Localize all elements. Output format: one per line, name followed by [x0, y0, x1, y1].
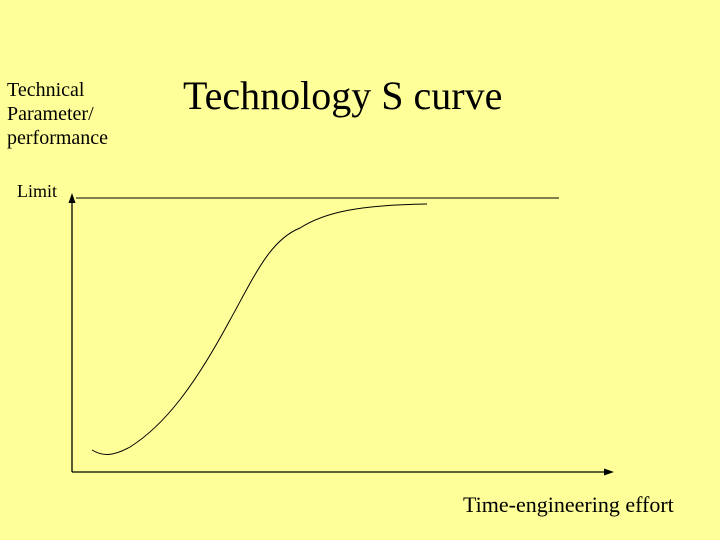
y-axis-label-line-3: performance [7, 127, 109, 149]
s-curve [91, 203, 428, 455]
y-axis-label-line-1: Technical [7, 79, 85, 101]
y-axis-label-line-2: Parameter/ [7, 103, 94, 125]
y-axis-label: Technical Parameter/ performance [7, 78, 108, 150]
x-axis-label: Time-engineering effort [463, 492, 674, 517]
slide-title: Technology S curve [183, 73, 503, 118]
x-axis-arrowhead [604, 468, 614, 476]
y-axis-arrowhead [68, 193, 76, 203]
limit-label: Limit [17, 181, 57, 201]
